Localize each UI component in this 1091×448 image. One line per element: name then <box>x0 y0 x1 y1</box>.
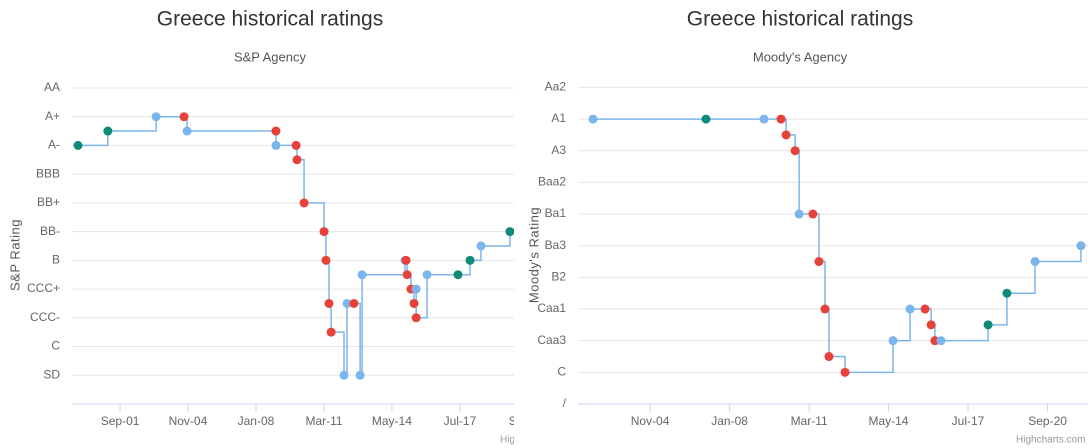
y-tick-label: BBB <box>36 166 60 180</box>
rating-marker <box>905 304 915 314</box>
rating-marker <box>182 126 192 136</box>
x-tick-label: Sep-20 <box>509 414 548 428</box>
chart-subtitle: Moody's Agency <box>753 49 848 64</box>
y-tick-label: Aa2 <box>545 80 567 94</box>
rating-marker <box>936 336 946 346</box>
y-tick-label: B2 <box>551 270 566 284</box>
rating-marker <box>888 336 898 346</box>
rating-marker <box>453 270 463 280</box>
chart-panel: Greece historical ratings Moody's Agency M… <box>526 8 1088 446</box>
rating-marker <box>840 367 850 377</box>
x-tick-label: Sep-01 <box>101 414 140 428</box>
rating-marker <box>271 126 281 136</box>
rating-marker <box>349 298 359 308</box>
chart-subtitle: S&P Agency <box>234 49 307 64</box>
y-tick-label: B <box>52 253 60 267</box>
rating-marker <box>465 255 475 265</box>
x-tick-label: Jan-08 <box>711 414 748 428</box>
rating-marker <box>808 209 818 219</box>
chart-panel: Greece historical ratings S&P Agency S&P R… <box>7 8 569 446</box>
y-tick-label: C <box>51 339 60 353</box>
rating-marker <box>324 298 334 308</box>
rating-marker <box>326 327 336 337</box>
y-tick-label: Ba3 <box>545 238 567 252</box>
rating-marker <box>1076 241 1086 251</box>
rating-marker <box>790 146 800 156</box>
rating-marker <box>1030 257 1040 267</box>
y-tick-label: SD <box>43 367 60 381</box>
rating-marker <box>342 298 352 308</box>
chart-title: Greece historical ratings <box>687 8 913 31</box>
x-tick-label: Nov-04 <box>169 414 208 428</box>
y-tick-label: C <box>557 365 566 379</box>
rating-marker <box>73 140 83 150</box>
y-tick-label: / <box>563 396 567 410</box>
y-tick-label: Baa2 <box>538 175 566 189</box>
rating-marker <box>319 227 329 237</box>
y-tick-label: A+ <box>45 109 60 123</box>
y-tick-label: Caa3 <box>537 333 566 347</box>
rating-marker <box>355 370 365 380</box>
rating-marker <box>103 126 113 136</box>
rating-marker <box>814 257 824 267</box>
rating-marker <box>794 209 804 219</box>
y-tick-label: A- <box>48 138 60 152</box>
x-tick-label: Jul-17 <box>952 414 985 428</box>
rating-marker <box>476 241 486 251</box>
y-tick-label: A1 <box>551 111 566 125</box>
chart-title: Greece historical ratings <box>157 8 383 31</box>
credits: Highcharts.com <box>1016 435 1085 446</box>
x-tick-label: Mar-11 <box>305 414 342 428</box>
rating-marker <box>422 270 432 280</box>
rating-marker <box>505 227 514 237</box>
rating-marker <box>179 112 189 122</box>
y-tick-label: BB- <box>40 224 60 238</box>
x-tick-label: May-14 <box>372 414 412 428</box>
rating-line <box>78 115 511 377</box>
rating-marker <box>292 155 302 165</box>
y-axis-title: S&P Rating <box>7 219 22 291</box>
y-tick-label: Caa1 <box>537 301 566 315</box>
y-tick-label: Ba1 <box>545 206 567 220</box>
rating-marker <box>759 114 769 124</box>
rating-marker <box>401 255 411 265</box>
rating-marker <box>402 270 412 280</box>
rating-marker <box>409 298 419 308</box>
rating-marker <box>820 304 830 314</box>
rating-marker <box>411 284 421 294</box>
rating-marker <box>588 114 598 124</box>
rating-marker <box>983 320 993 330</box>
y-tick-label: A3 <box>551 143 566 157</box>
x-tick-label: May-14 <box>868 414 908 428</box>
y-axis-title: Moody's Rating <box>526 207 541 303</box>
x-tick-label: Jul-17 <box>444 414 477 428</box>
x-tick-label: Mar-11 <box>791 414 828 428</box>
y-tick-label: BB+ <box>37 195 60 209</box>
rating-marker <box>339 370 349 380</box>
x-tick-label: Sep-20 <box>1028 414 1067 428</box>
rating-marker <box>357 270 367 280</box>
rating-marker <box>299 198 309 208</box>
rating-marker <box>824 352 834 362</box>
rating-marker <box>291 140 301 150</box>
rating-marker <box>271 140 281 150</box>
rating-marker <box>411 313 421 323</box>
rating-marker <box>321 255 331 265</box>
y-tick-label: AA <box>44 80 60 94</box>
x-tick-label: Nov-04 <box>631 414 670 428</box>
rating-marker <box>920 304 930 314</box>
rating-marker <box>776 114 786 124</box>
rating-marker <box>701 114 711 124</box>
y-tick-label: CCC- <box>30 310 60 324</box>
rating-marker <box>781 130 791 140</box>
rating-marker <box>1002 288 1012 298</box>
x-tick-label: Jan-08 <box>238 414 275 428</box>
credits: Highcharts.com <box>500 435 569 446</box>
rating-marker <box>151 112 161 122</box>
rating-marker <box>926 320 936 330</box>
y-tick-label: CCC+ <box>27 281 60 295</box>
